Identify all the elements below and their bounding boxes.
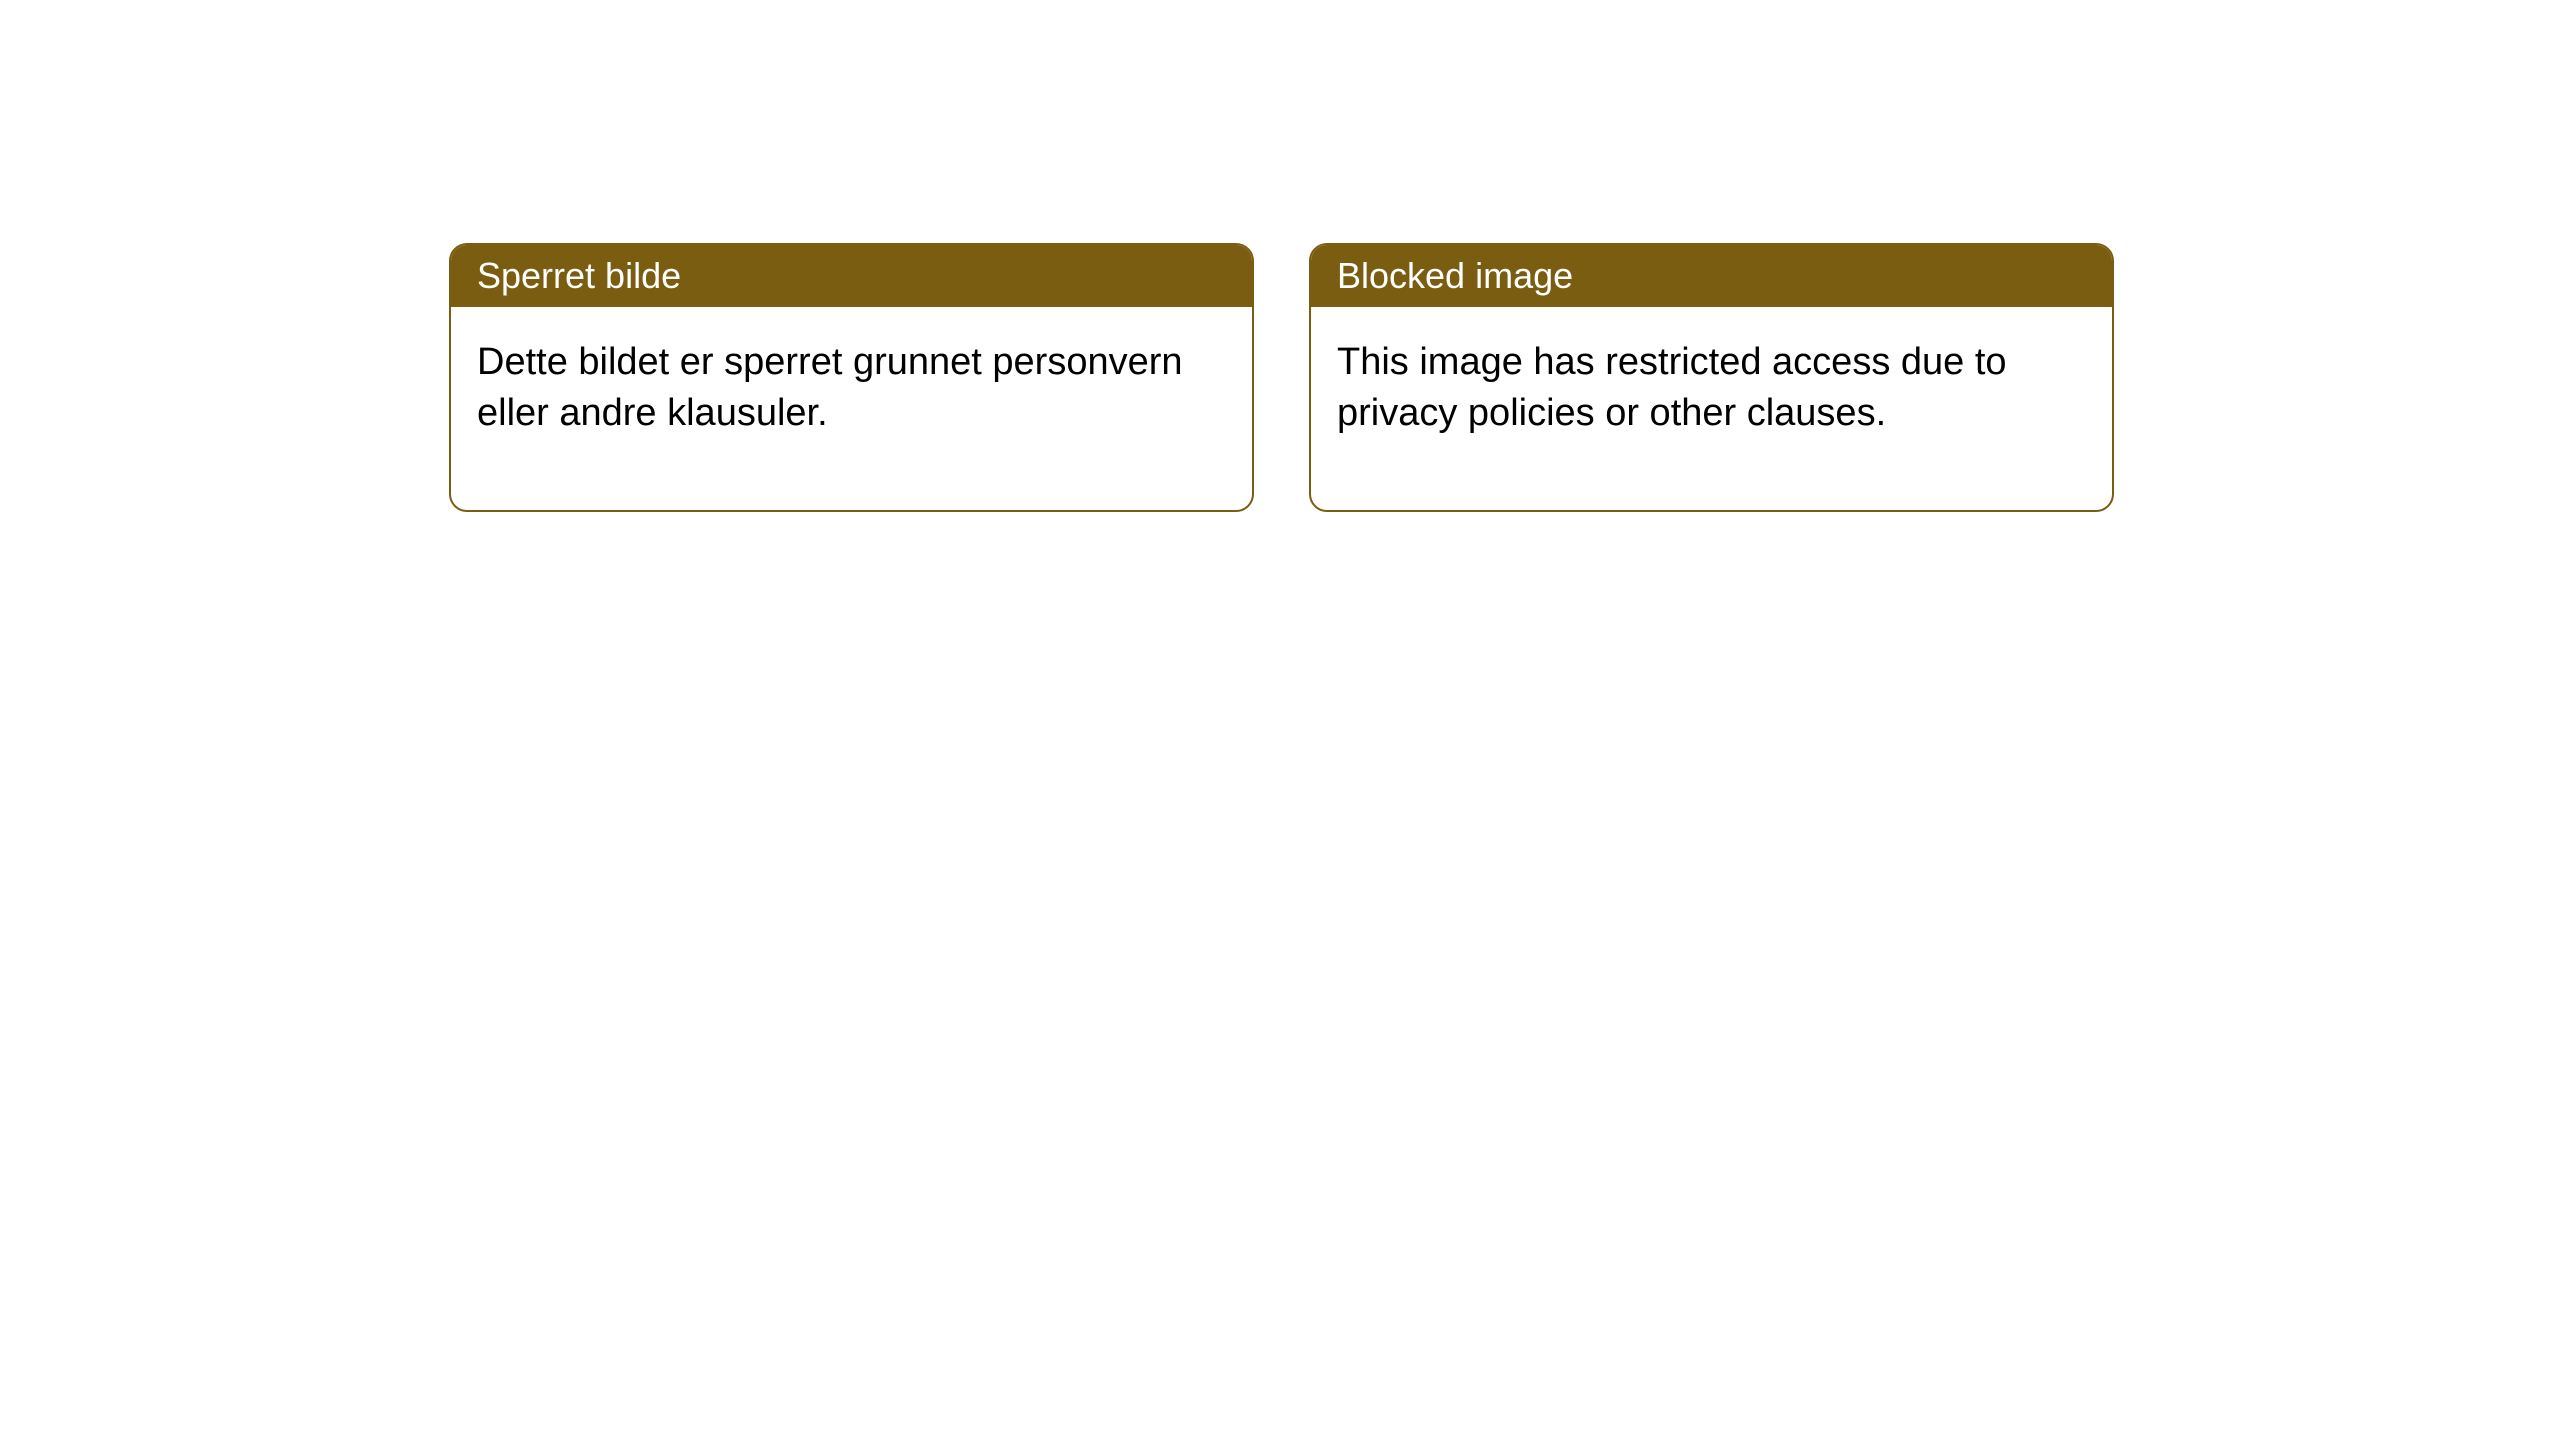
notice-box-english: Blocked image This image has restricted … [1309, 243, 2114, 512]
notice-message: This image has restricted access due to … [1337, 341, 2007, 434]
notice-header: Sperret bilde [451, 245, 1252, 307]
notice-body: Dette bildet er sperret grunnet personve… [451, 307, 1252, 510]
notice-message: Dette bildet er sperret grunnet personve… [477, 341, 1183, 434]
notice-title: Sperret bilde [477, 255, 681, 296]
notice-box-norwegian: Sperret bilde Dette bildet er sperret gr… [449, 243, 1254, 512]
notice-container: Sperret bilde Dette bildet er sperret gr… [449, 243, 2114, 512]
notice-title: Blocked image [1337, 255, 1573, 296]
notice-body: This image has restricted access due to … [1311, 307, 2112, 510]
notice-header: Blocked image [1311, 245, 2112, 307]
